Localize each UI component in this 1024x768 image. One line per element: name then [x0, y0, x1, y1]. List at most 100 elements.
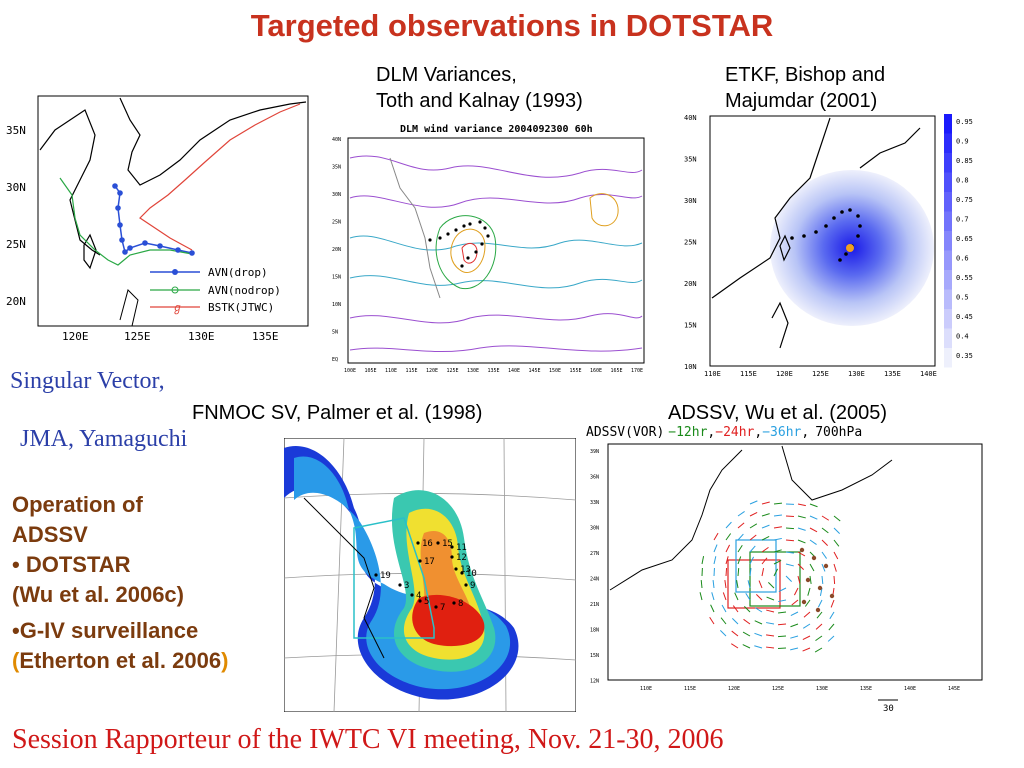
dlm-track-point [438, 236, 442, 240]
adssv-vector [802, 635, 811, 641]
adssv-vector [793, 587, 799, 596]
fnmoc-track-point [374, 573, 378, 577]
adssv-vector [773, 502, 783, 505]
etkf-scale-label: 0.95 [956, 118, 973, 126]
adssv-header: ADSSV(VOR) −12hr,−24hr,−36hr, 700hPa [586, 425, 862, 440]
etkf-scale-label: 0.7 [956, 216, 969, 224]
dlm-y-tick: 20N [332, 247, 341, 253]
dlm-y-tick: 35N [332, 165, 341, 171]
dlm-track-point [468, 222, 472, 226]
dlm-track-point [454, 228, 458, 232]
adssv-vector [720, 617, 727, 625]
dlm-caption-line1: DLM Variances, [376, 64, 517, 86]
adssv-vector [773, 537, 782, 541]
adssv-vector [773, 568, 779, 577]
adssv-vector [754, 632, 763, 637]
luzon-outline [119, 289, 139, 327]
adssv-vector [749, 500, 758, 505]
adssv-y-tick: 15N [590, 653, 599, 659]
avn-drop-points [112, 183, 195, 256]
adssv-vector [814, 647, 823, 653]
etkf-y-tick: 35N [684, 156, 697, 164]
adssv-vector [797, 551, 806, 557]
adssv-vector [809, 515, 818, 520]
adssv-track-point [801, 599, 807, 605]
adssv-vector [761, 524, 770, 529]
dlm-track-point [466, 256, 470, 260]
adssv-vector [699, 592, 703, 601]
adssv-comma-3: , [801, 425, 809, 440]
adssv-vector [802, 647, 811, 652]
fnmoc-track-label: 5 [424, 597, 429, 607]
etkf-caption-line1: ETKF, Bishop and [725, 64, 886, 86]
fnmoc-track-point [460, 571, 464, 575]
dlm-x-tick: 160E [590, 368, 602, 374]
adssv-vector [821, 539, 829, 547]
adssv-y-tick: 33N [590, 500, 599, 506]
adssv-ref-label: 30 [883, 704, 894, 714]
etkf-scale-label: 0.75 [956, 196, 973, 204]
adssv-vector [809, 527, 818, 533]
etkf-x-ticks: 110E 115E 120E 125E 130E 135E 140E [704, 370, 937, 378]
etkf-track-point [802, 234, 806, 238]
adssv-vector [731, 617, 739, 625]
adssv-vector [807, 587, 811, 596]
track-y-tick: 35N [6, 124, 26, 137]
adssv-y-tick: 39N [590, 449, 599, 455]
adssv-vector [737, 567, 740, 577]
etkf-x-tick: 115E [740, 370, 757, 378]
etkf-scale-swatch [944, 133, 952, 153]
fnmoc-track-point [418, 599, 422, 603]
etkf-scale-label: 0.85 [956, 157, 973, 165]
adssv-y-tick: 21N [590, 602, 599, 608]
adssv-vector [803, 611, 811, 618]
etkf-storm-marker [846, 244, 854, 252]
adssv-x-tick: 130E [816, 686, 828, 692]
fnmoc-track-point [436, 541, 440, 545]
dlm-x-tick: 170E [631, 368, 643, 374]
adssv-vector [761, 568, 765, 577]
adssv-track-point [823, 563, 829, 569]
etkf-track-point [814, 230, 818, 234]
adssv-vector [790, 623, 799, 628]
etkf-scale-label: 0.4 [956, 333, 969, 341]
dlm-track-point [428, 238, 432, 242]
adssv-vector [815, 623, 823, 630]
adssv-vector [700, 579, 703, 589]
adssv-x-ticks: 110E 115E 120E 125E 130E 135E 140E 145E [640, 686, 960, 692]
adssv-y-tick: 18N [590, 628, 599, 634]
adssv-vector [743, 605, 751, 613]
etkf-y-ticks: 40N 35N 30N 25N 20N 15N 10N [684, 114, 697, 371]
etkf-scale-label: 0.65 [956, 235, 973, 243]
adssv-vector [766, 596, 775, 601]
adssv-vector [797, 539, 806, 544]
dlm-x-tick: 150E [549, 368, 561, 374]
track-x-tick: 125E [124, 330, 151, 343]
target-box [353, 517, 435, 639]
adssv-vector [742, 631, 751, 637]
etkf-scale-label: 0.5 [956, 294, 969, 302]
adssv-vector [785, 563, 794, 567]
dlm-x-tick: 165E [611, 368, 623, 374]
adssv-vector [719, 629, 727, 637]
etkf-scale-swatch [944, 153, 952, 173]
dlm-caption-line2: Toth and Kalnay (1993) [376, 90, 583, 112]
adssv-vector [749, 534, 757, 541]
dlm-x-tick: 130E [467, 368, 479, 374]
adssv-x-tick: 145E [948, 686, 960, 692]
adssv-vector [809, 575, 812, 584]
dlm-track-point [478, 220, 482, 224]
etkf-scale-label: 0.6 [956, 255, 969, 263]
adssv-y-ticks: 39N 36N 33N 30N 27N 24N 21N 18N 15N 12N [590, 449, 599, 685]
etkf-scale-label: 0.45 [956, 313, 973, 321]
dlm-track-point [446, 232, 450, 236]
etkf-coastline [711, 117, 921, 299]
etkf-track-points [790, 208, 862, 262]
adssv-vector [821, 527, 829, 534]
dlm-track-point [480, 242, 484, 246]
fnmoc-track-point [450, 545, 454, 549]
adssv-vector [766, 609, 775, 613]
adssv-comma-2: , [754, 425, 762, 440]
adssv-vector [767, 581, 775, 589]
